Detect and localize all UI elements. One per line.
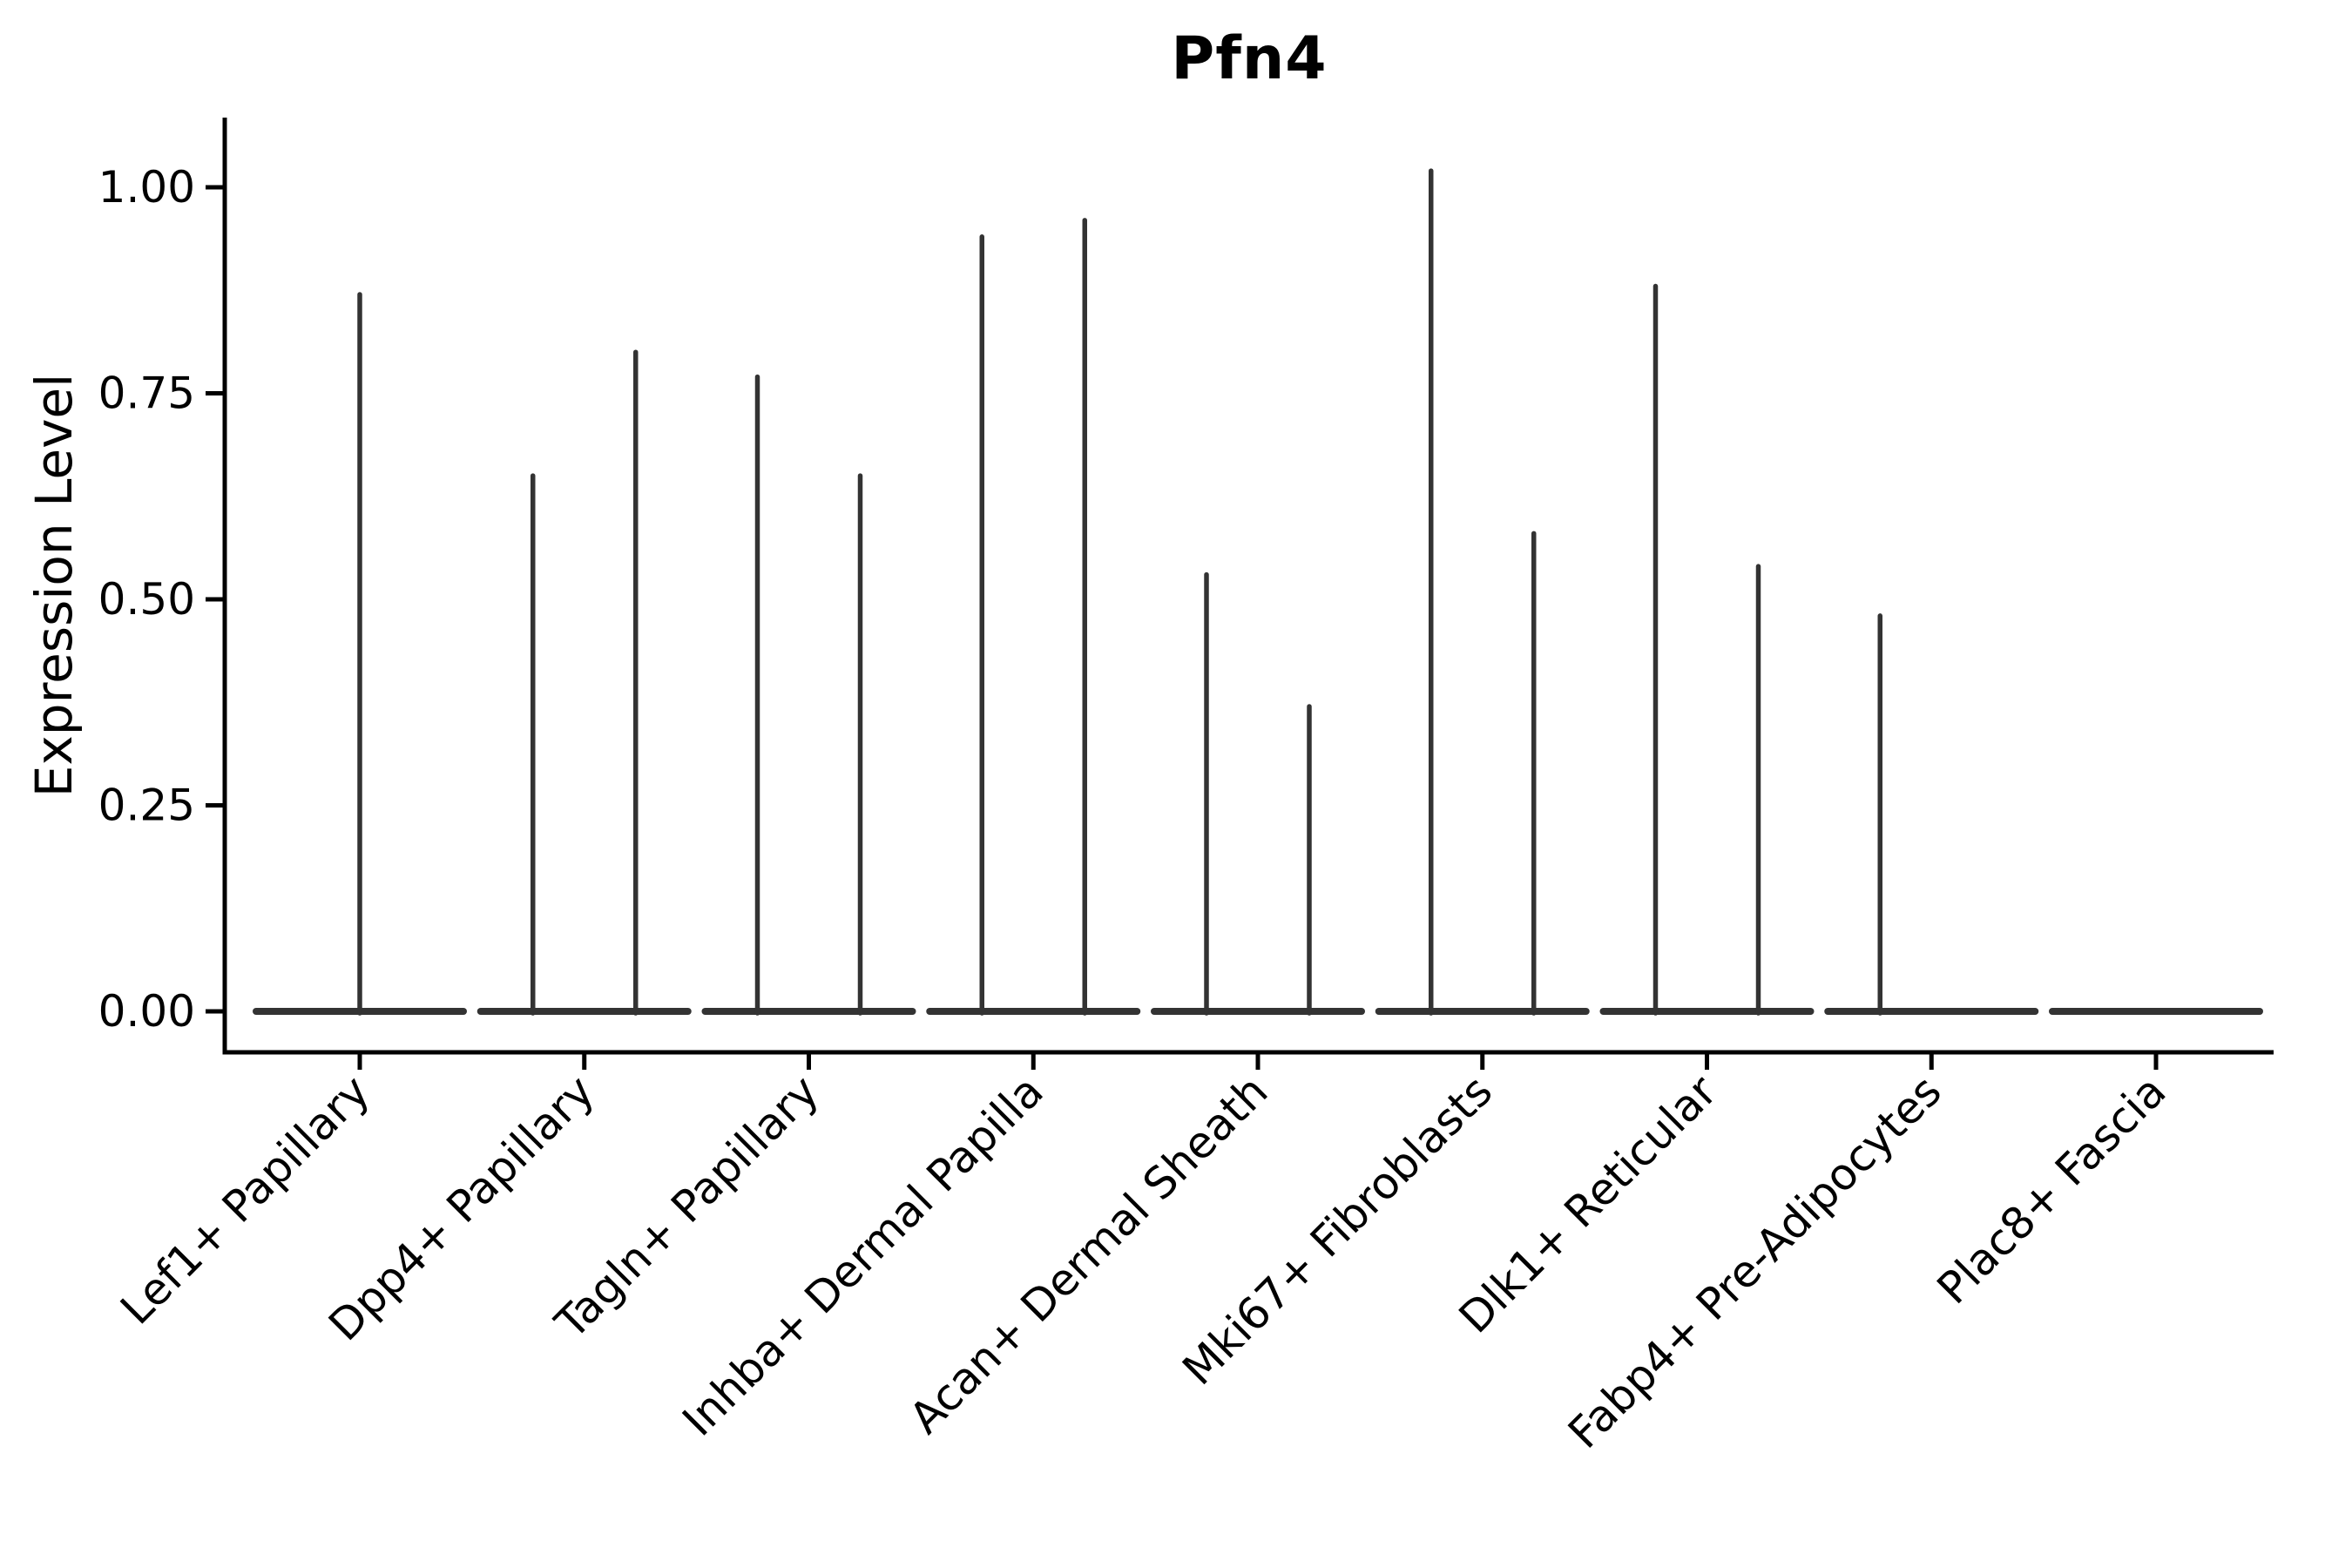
chart-title: Pfn4 bbox=[1171, 24, 1328, 93]
y-tick-label: 1.00 bbox=[98, 162, 195, 213]
x-tick-label: Acan+ Dermal Sheath bbox=[900, 1065, 1278, 1443]
violin-6 bbox=[1375, 168, 1590, 1016]
violin-4 bbox=[926, 218, 1141, 1016]
y-axis-title-text: Expression Level bbox=[24, 373, 84, 798]
y-tick-label: 0.25 bbox=[98, 781, 195, 831]
violin-2 bbox=[476, 349, 692, 1016]
x-tick-label: Inhba+ Dermal Papilla bbox=[672, 1065, 1052, 1445]
y-tick-label: 0.50 bbox=[98, 574, 195, 625]
violin-8 bbox=[1824, 613, 2039, 1016]
y-tick-label: 0.00 bbox=[98, 986, 195, 1037]
x-tick-label: Fabp4+ Pre-Adipocytes bbox=[1558, 1065, 1951, 1458]
violin-5 bbox=[1151, 571, 1365, 1016]
violin-7 bbox=[1599, 283, 1815, 1016]
y-tick-label: 0.75 bbox=[98, 368, 195, 419]
violin-3 bbox=[701, 374, 916, 1016]
x-tick-label: Plac8+ Fascia bbox=[1928, 1065, 2176, 1314]
violin-1 bbox=[253, 292, 467, 1016]
